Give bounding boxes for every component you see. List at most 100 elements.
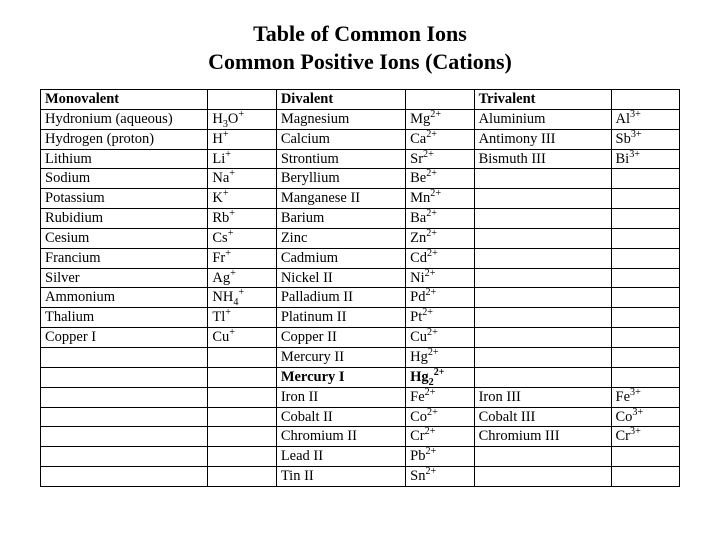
table-row: Hydrogen (proton)H+CalciumCa2+Antimony I… bbox=[41, 129, 680, 149]
tri-symbol bbox=[611, 347, 680, 367]
mono-name bbox=[41, 467, 208, 487]
tri-symbol bbox=[611, 189, 680, 209]
mono-name: Copper I bbox=[41, 328, 208, 348]
tri-symbol bbox=[611, 367, 680, 387]
tri-name bbox=[474, 308, 611, 328]
table-row: FranciumFr+CadmiumCd2+ bbox=[41, 248, 680, 268]
di-name: Calcium bbox=[276, 129, 405, 149]
tri-name bbox=[474, 189, 611, 209]
di-symbol: Hg22+ bbox=[406, 367, 474, 387]
mono-symbol: H3O+ bbox=[208, 109, 276, 129]
table-row: Mercury IIHg2+ bbox=[41, 347, 680, 367]
di-symbol: Ni2+ bbox=[406, 268, 474, 288]
mono-name: Potassium bbox=[41, 189, 208, 209]
tri-name bbox=[474, 228, 611, 248]
tri-symbol bbox=[611, 248, 680, 268]
tri-name: Antimony III bbox=[474, 129, 611, 149]
di-name: Iron II bbox=[276, 387, 405, 407]
mono-name bbox=[41, 387, 208, 407]
tri-name: Aluminium bbox=[474, 109, 611, 129]
mono-symbol bbox=[208, 467, 276, 487]
mono-name: Hydrogen (proton) bbox=[41, 129, 208, 149]
di-name: Mercury II bbox=[276, 347, 405, 367]
title-line-2: Common Positive Ions (Cations) bbox=[208, 49, 512, 74]
di-symbol: Ba2+ bbox=[406, 209, 474, 229]
tri-symbol bbox=[611, 308, 680, 328]
mono-symbol: K+ bbox=[208, 189, 276, 209]
di-symbol: Zn2+ bbox=[406, 228, 474, 248]
tri-name bbox=[474, 248, 611, 268]
tri-symbol: Cr3+ bbox=[611, 427, 680, 447]
mono-symbol: NH4+ bbox=[208, 288, 276, 308]
ions-table: MonovalentDivalentTrivalentHydronium (aq… bbox=[40, 89, 680, 487]
di-symbol: Fe2+ bbox=[406, 387, 474, 407]
tri-symbol bbox=[611, 169, 680, 189]
di-symbol: Mn2+ bbox=[406, 189, 474, 209]
di-name: Platinum II bbox=[276, 308, 405, 328]
table-row: Cobalt IICo2+Cobalt IIICo3+ bbox=[41, 407, 680, 427]
table-header-row: MonovalentDivalentTrivalent bbox=[41, 90, 680, 110]
di-name: Barium bbox=[276, 209, 405, 229]
di-symbol: Ca2+ bbox=[406, 129, 474, 149]
di-name: Copper II bbox=[276, 328, 405, 348]
mono-name: Lithium bbox=[41, 149, 208, 169]
di-symbol: Pt2+ bbox=[406, 308, 474, 328]
di-name: Cadmium bbox=[276, 248, 405, 268]
mono-symbol: Cu+ bbox=[208, 328, 276, 348]
tri-symbol bbox=[611, 447, 680, 467]
tri-symbol: Co3+ bbox=[611, 407, 680, 427]
tri-symbol bbox=[611, 328, 680, 348]
monovalent-header: Monovalent bbox=[41, 90, 208, 110]
page-title: Table of Common Ions Common Positive Ion… bbox=[40, 20, 680, 75]
di-name: Beryllium bbox=[276, 169, 405, 189]
di-name: Lead II bbox=[276, 447, 405, 467]
mono-symbol: Fr+ bbox=[208, 248, 276, 268]
mono-symbol: Na+ bbox=[208, 169, 276, 189]
tri-name bbox=[474, 367, 611, 387]
empty-cell bbox=[406, 90, 474, 110]
table-row: Tin IISn2+ bbox=[41, 467, 680, 487]
mono-symbol: Li+ bbox=[208, 149, 276, 169]
di-name: Tin II bbox=[276, 467, 405, 487]
di-symbol: Pd2+ bbox=[406, 288, 474, 308]
table-row: Lead IIPb2+ bbox=[41, 447, 680, 467]
mono-name: Silver bbox=[41, 268, 208, 288]
table-row: AmmoniumNH4+Palladium IIPd2+ bbox=[41, 288, 680, 308]
tri-name bbox=[474, 467, 611, 487]
mono-name: Hydronium (aqueous) bbox=[41, 109, 208, 129]
tri-name bbox=[474, 328, 611, 348]
table-row: RubidiumRb+BariumBa2+ bbox=[41, 209, 680, 229]
mono-name: Ammonium bbox=[41, 288, 208, 308]
table-row: Copper ICu+Copper IICu2+ bbox=[41, 328, 680, 348]
di-symbol: Mg2+ bbox=[406, 109, 474, 129]
di-name: Zinc bbox=[276, 228, 405, 248]
mono-symbol bbox=[208, 447, 276, 467]
mono-symbol: Tl+ bbox=[208, 308, 276, 328]
title-line-1: Table of Common Ions bbox=[253, 21, 467, 46]
mono-name: Francium bbox=[41, 248, 208, 268]
empty-cell bbox=[611, 90, 680, 110]
tri-symbol: Fe3+ bbox=[611, 387, 680, 407]
tri-name bbox=[474, 169, 611, 189]
mono-name bbox=[41, 347, 208, 367]
table-row: CesiumCs+ZincZn2+ bbox=[41, 228, 680, 248]
table-row: SodiumNa+BerylliumBe2+ bbox=[41, 169, 680, 189]
table-row: Hydronium (aqueous)H3O+MagnesiumMg2+Alum… bbox=[41, 109, 680, 129]
di-name: Cobalt II bbox=[276, 407, 405, 427]
tri-name: Chromium III bbox=[474, 427, 611, 447]
tri-name bbox=[474, 447, 611, 467]
di-name: Manganese II bbox=[276, 189, 405, 209]
mono-symbol: H+ bbox=[208, 129, 276, 149]
tri-symbol bbox=[611, 288, 680, 308]
mono-name bbox=[41, 367, 208, 387]
table-row: SilverAg+Nickel IINi2+ bbox=[41, 268, 680, 288]
tri-name: Iron III bbox=[474, 387, 611, 407]
mono-name bbox=[41, 407, 208, 427]
di-name: Strontium bbox=[276, 149, 405, 169]
mono-name bbox=[41, 447, 208, 467]
mono-symbol bbox=[208, 367, 276, 387]
di-symbol: Sn2+ bbox=[406, 467, 474, 487]
tri-name: Bismuth III bbox=[474, 149, 611, 169]
di-symbol: Pb2+ bbox=[406, 447, 474, 467]
di-symbol: Co2+ bbox=[406, 407, 474, 427]
